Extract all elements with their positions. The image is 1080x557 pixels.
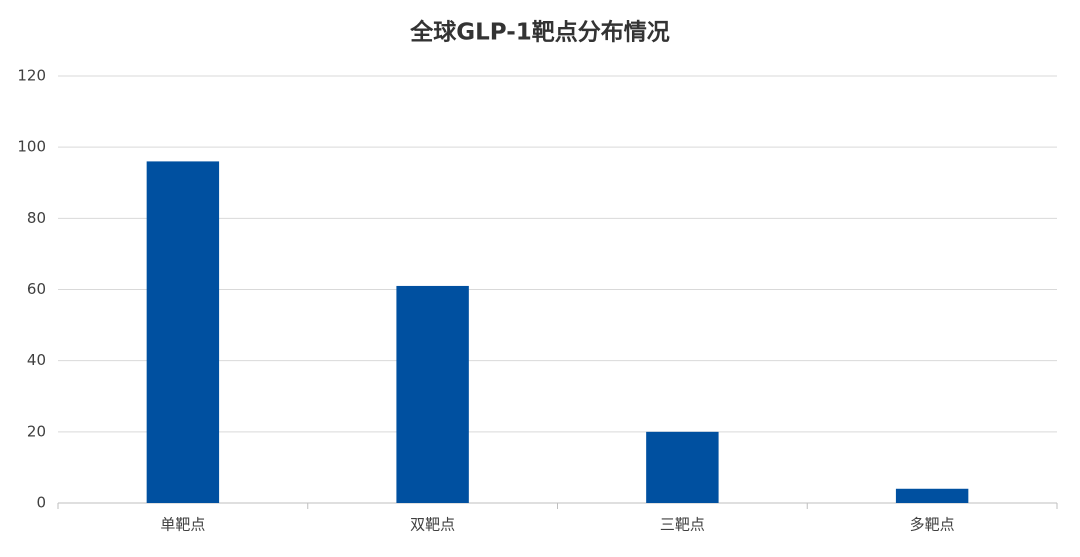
y-tick-label: 60	[27, 280, 46, 298]
x-tick-label: 多靶点	[910, 516, 955, 534]
y-tick-label: 20	[27, 422, 46, 440]
bar	[146, 161, 220, 503]
chart-title: 全球GLP-1靶点分布情况	[409, 19, 670, 46]
bar	[396, 285, 469, 503]
y-tick-label: 0	[36, 494, 46, 512]
bar	[895, 488, 969, 503]
x-tick-label: 单靶点	[160, 516, 205, 534]
bar	[646, 431, 719, 503]
y-tick-label: 100	[17, 138, 46, 156]
y-tick-label: 120	[17, 67, 46, 85]
y-tick-label: 40	[27, 351, 46, 369]
x-tick-label: 三靶点	[660, 516, 705, 534]
y-tick-label: 80	[27, 209, 46, 227]
x-tick-label: 双靶点	[410, 516, 455, 534]
